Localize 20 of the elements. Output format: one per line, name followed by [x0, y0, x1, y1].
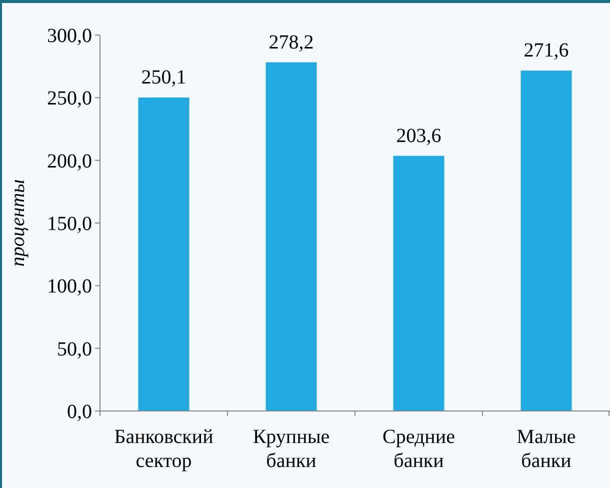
y-tick-label: 200,0 — [47, 150, 92, 172]
y-tick-label: 0,0 — [67, 401, 92, 423]
x-tick-label: Малые банки — [516, 426, 576, 472]
data-label: 250,1 — [141, 66, 186, 89]
x-tick-label: Крупные банки — [252, 426, 330, 472]
y-tick-label: 300,0 — [47, 25, 92, 47]
data-label: 278,2 — [268, 31, 314, 54]
x-tick-label: Банковский сектор — [114, 426, 214, 472]
x-tick-label: Средние банки — [382, 426, 456, 472]
bar — [266, 62, 317, 411]
bar — [138, 98, 190, 411]
data-label: 271,6 — [524, 40, 569, 62]
y-tick-label: 250,0 — [47, 88, 92, 110]
bar — [520, 70, 572, 411]
y-tick-label: 50,0 — [57, 338, 92, 360]
y-tick-label: 100,0 — [47, 276, 92, 298]
data-label: 203,6 — [396, 124, 442, 147]
y-tick-label: 150,0 — [47, 213, 92, 235]
bar — [393, 156, 444, 411]
y-axis-title: проценты — [7, 179, 29, 267]
